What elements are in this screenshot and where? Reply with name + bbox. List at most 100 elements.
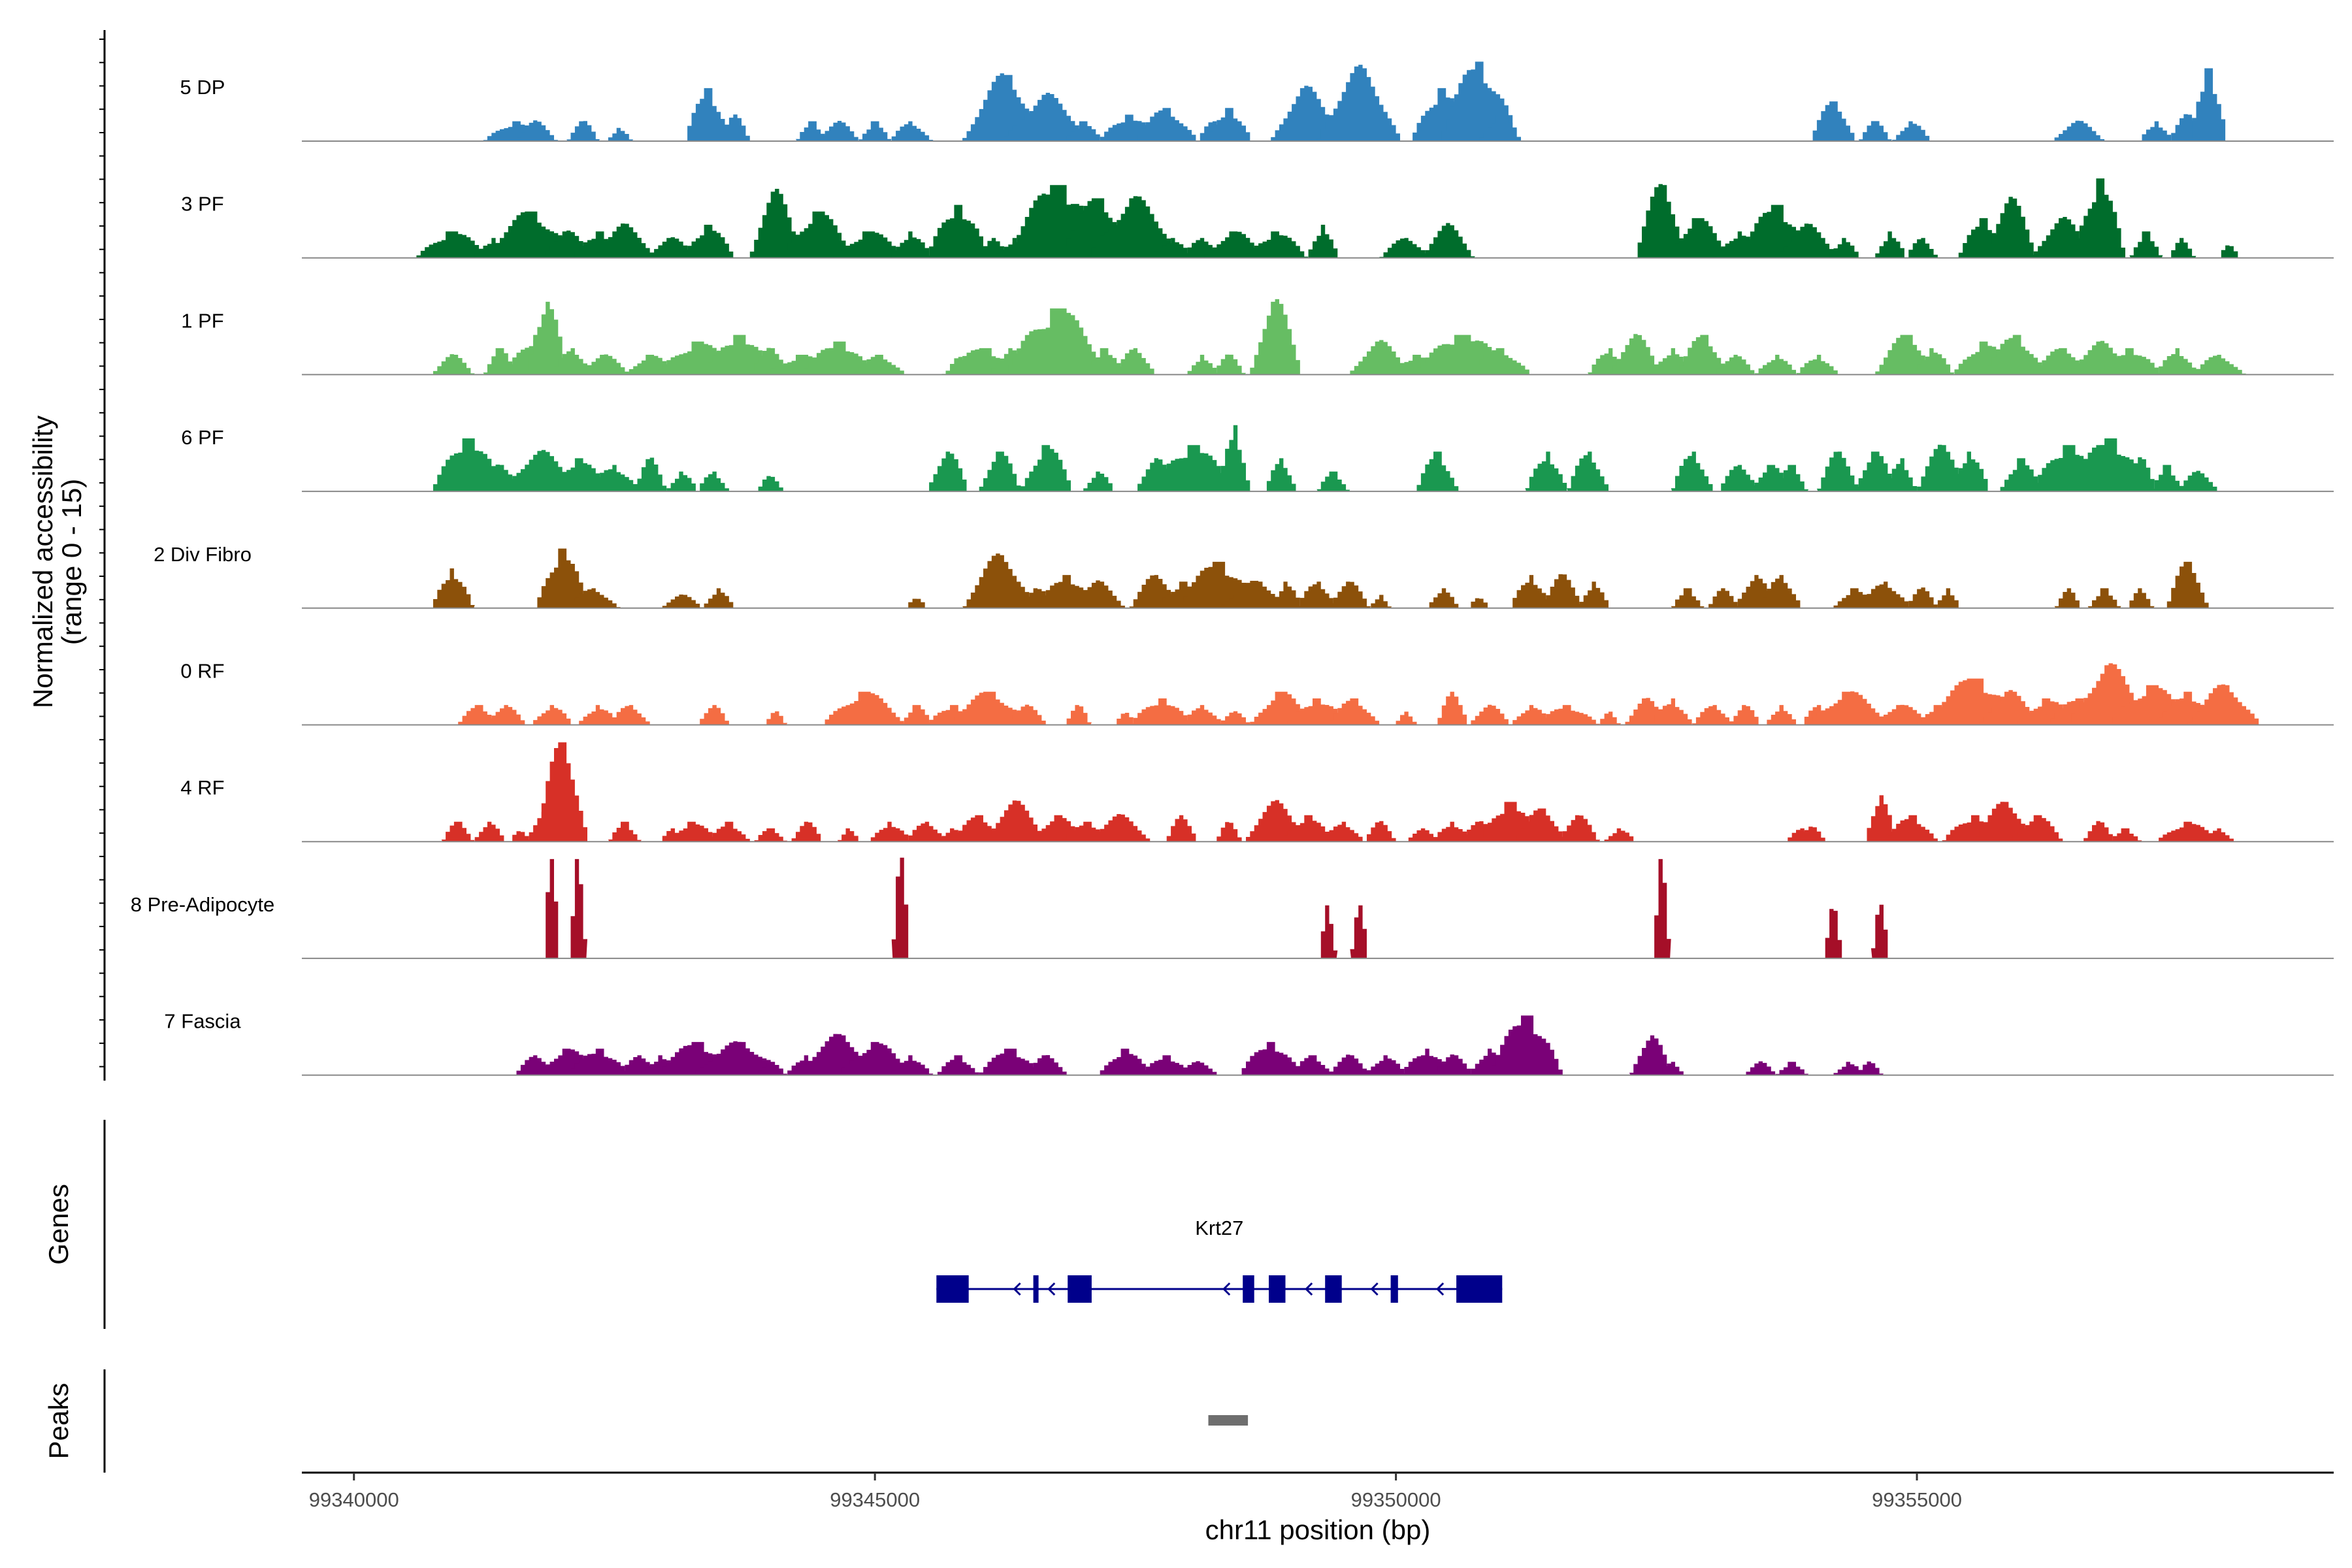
coverage-peak-6-pf-27	[1884, 458, 1918, 492]
coverage-peak-4-rf-7	[666, 821, 721, 842]
coverage-peak-6-pf-17	[1316, 471, 1350, 492]
coverage-peak-6-pf-35	[2175, 470, 2221, 492]
coverage-peak-3-pf-11	[887, 231, 934, 258]
coverage-peak-1-pf-29	[1675, 335, 1729, 375]
coverage-peak-7-fascia-10	[837, 1041, 913, 1075]
coverage-peak-3-pf-38	[2166, 238, 2197, 258]
coverage-peak-5-dp-8	[858, 121, 892, 141]
coverage-peak-4-rf-16	[983, 800, 1051, 842]
coverage-peak-0-rf-10	[945, 691, 1034, 725]
coverage-peak-0-rf-12	[1062, 705, 1092, 725]
coverage-peak-3-pf-18	[1150, 238, 1196, 258]
coverage-peak-0-rf-11	[1004, 704, 1051, 725]
peak-region	[1208, 1415, 1249, 1426]
coverage-peak-4-rf-13	[904, 821, 950, 842]
gene-strand-arrow	[1013, 1282, 1021, 1296]
coverage-peak-4-rf-31	[1554, 815, 1601, 842]
coverage-peak-3-pf-34	[1984, 197, 2038, 258]
coverage-peak-5-dp-12	[1000, 93, 1092, 141]
coverage-peak-1-pf-39	[2096, 348, 2163, 375]
coverage-peak-0-rf-18	[1283, 698, 1350, 725]
coverage-peak-4-rf-43	[2200, 828, 2238, 842]
coverage-peak-7-fascia-12	[937, 1055, 979, 1075]
coverage-peak-5-dp-23	[1808, 101, 1859, 141]
coverage-peak-0-rf-13	[1112, 713, 1138, 725]
coverage-peak-0-rf-15	[1179, 705, 1226, 725]
coverage-peak-4-rf-32	[1604, 828, 1638, 842]
gene-strand-arrow	[1047, 1282, 1056, 1296]
coverage-peak-2-div-fibro-1	[533, 548, 592, 608]
gene-strand-arrow	[1222, 1282, 1231, 1296]
coverage-peak-6-pf-11	[1021, 445, 1075, 492]
coverage-peak-0-rf-30	[1763, 705, 1801, 725]
coverage-peak-6-pf-33	[2125, 457, 2159, 492]
coverage-peak-2-div-fibro-29	[1904, 587, 1938, 608]
x-axis-title: chr11 position (bp)	[1205, 1514, 1431, 1545]
x-axis-ticks: 99340000 99345000 99350000 99355000	[309, 1473, 1962, 1511]
coverage-peak-6-pf-12	[1083, 471, 1117, 492]
gene-exon	[1243, 1275, 1254, 1303]
coverage-peak-3-pf-31	[1875, 231, 1909, 258]
gene-strand-arrow	[1305, 1282, 1313, 1296]
coverage-peak-5-dp-2	[566, 121, 600, 141]
coverage-peak-2-div-fibro-20	[1508, 575, 1554, 608]
coverage-peak-1-pf-36	[1984, 335, 2051, 375]
coverage-peak-3-pf-9	[779, 211, 855, 258]
coverage-peak-6-pf-9	[924, 451, 971, 492]
coverage-peak-2-div-fibro-34	[2166, 561, 2209, 608]
coverage-peak-5-dp-4	[683, 88, 734, 141]
coverage-peak-7-fascia-21	[1362, 1055, 1409, 1075]
coverage-peak-0-rf-25	[1595, 711, 1622, 725]
coverage-peak-8-pre-adipocyte-5	[1650, 858, 1671, 958]
coverage-peak-0-rf-27	[1650, 698, 1696, 725]
peak-region-track	[1208, 1415, 1249, 1426]
coverage-peak-8-pre-adipocyte-1	[566, 858, 587, 958]
coverage-peak-1-pf-1	[483, 348, 517, 375]
coverage-peak-3-pf-23	[1379, 238, 1433, 258]
gene-exon	[1033, 1275, 1039, 1303]
coverage-peak-7-fascia-2	[566, 1049, 634, 1075]
coverage-peak-2-div-fibro-3	[658, 595, 704, 608]
coverage-peak-7-fascia-20	[1325, 1054, 1371, 1075]
gene-exon	[1456, 1275, 1503, 1303]
gene-strand-arrow	[1370, 1282, 1379, 1296]
x-tick-label: 99345000	[830, 1488, 920, 1511]
coverage-peak-3-pf-26	[1667, 218, 1729, 258]
coverage-peak-6-pf-4	[587, 465, 642, 492]
coverage-peak-4-rf-20	[1166, 815, 1200, 842]
gene-label-krt27: Krt27	[1195, 1217, 1243, 1239]
coverage-peak-8-pre-adipocyte-2	[891, 857, 913, 958]
coverage-peak-2-div-fibro-32	[2087, 588, 2121, 608]
y-axis-title-line2: (range 0 - 15)	[56, 479, 87, 645]
track-label-7-fascia: 7 Fascia	[164, 1010, 241, 1033]
coverage-peak-4-rf-34	[1800, 826, 1825, 842]
coverage-peak-6-pf-22	[1716, 465, 1763, 492]
coverage-peak-1-pf-40	[2154, 348, 2200, 375]
coverage-peak-2-div-fibro-16	[1325, 581, 1371, 608]
coverage-peak-6-pf-15	[1217, 425, 1250, 492]
gene-annotation-track: Krt27	[936, 1217, 1503, 1303]
coverage-peak-1-pf-25	[1467, 348, 1534, 375]
coverage-peak-7-fascia-14	[1024, 1055, 1071, 1075]
coverage-peak-7-fascia-18	[1237, 1041, 1305, 1075]
coverage-peak-0-rf-8	[900, 705, 934, 725]
coverage-peak-5-dp-13	[1062, 121, 1105, 141]
coverage-peak-7-fascia-19	[1292, 1055, 1333, 1075]
coverage-peak-0-rf-3	[574, 705, 621, 725]
coverage-peak-2-div-fibro-2	[566, 588, 621, 608]
coverage-peak-3-pf-25	[1633, 184, 1688, 258]
track-5-dp: 5 DP	[180, 61, 2334, 142]
coverage-peak-2-div-fibro-5	[904, 598, 930, 608]
coverage-peak-6-pf-18	[1416, 451, 1459, 492]
coverage-peak-8-pre-adipocyte-7	[1870, 904, 1892, 958]
coverage-peak-6-pf-20	[1567, 451, 1613, 492]
coverage-peak-3-pf-29	[1775, 223, 1842, 258]
coverage-peak-2-div-fibro-24	[1708, 588, 1742, 608]
coverage-peak-7-fascia-17	[1175, 1061, 1221, 1075]
coverage-peak-2-div-fibro-23	[1671, 588, 1705, 608]
peaks-panel-label: Peaks	[43, 1383, 74, 1460]
coverage-peak-0-rf-20	[1396, 711, 1417, 725]
track-label-8-pre-adipocyte: 8 Pre-Adipocyte	[131, 893, 275, 916]
coverage-peak-2-div-fibro-13	[1217, 581, 1292, 608]
coverage-peak-0-rf-42	[2187, 684, 2263, 725]
